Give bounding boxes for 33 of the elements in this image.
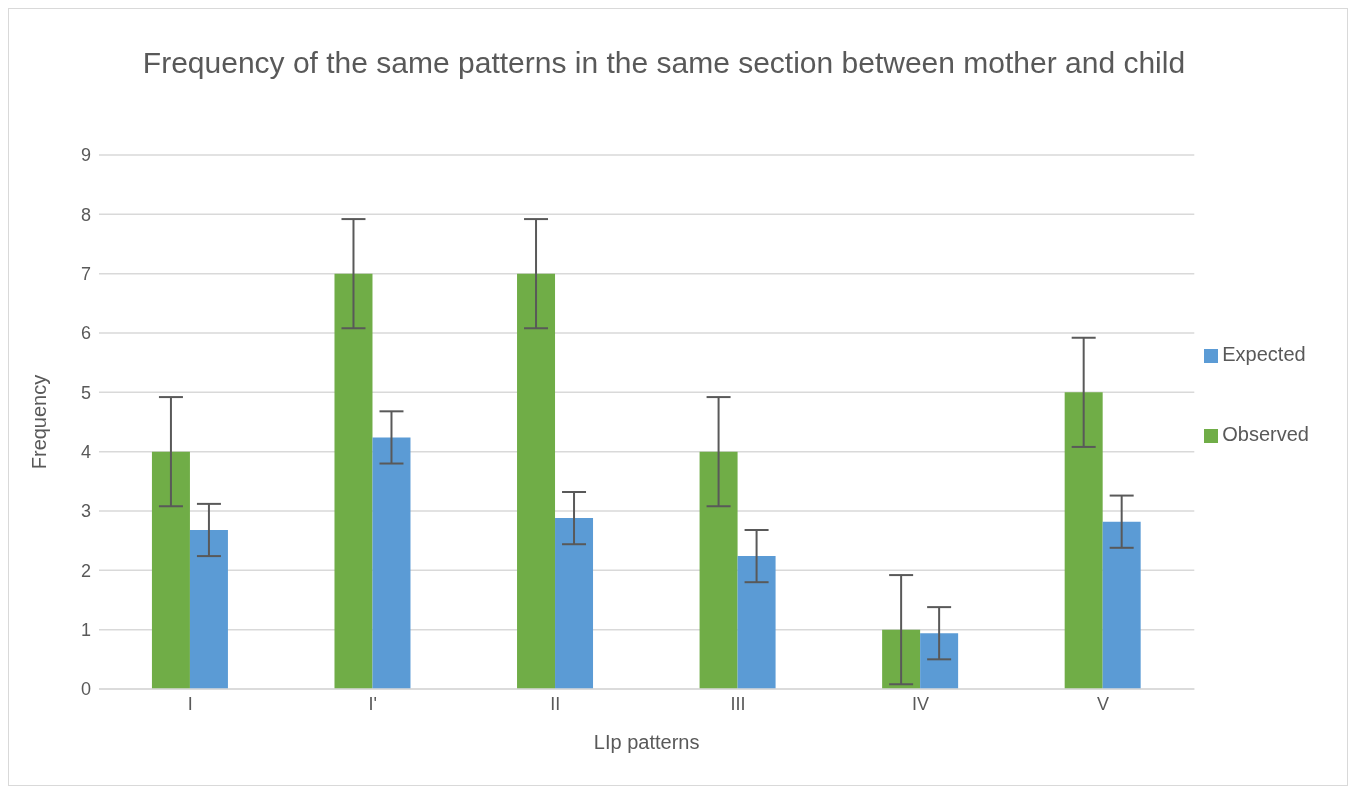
y-tick-label: 4 xyxy=(80,442,91,463)
chart-title: Frequency of the same patterns in the same section between mother and child xyxy=(141,45,1187,81)
bar xyxy=(151,451,190,689)
x-axis-title: LIp patterns xyxy=(593,731,700,753)
x-tick-label: I xyxy=(187,693,193,714)
x-tick-label: IV xyxy=(911,693,929,714)
y-tick-label: 1 xyxy=(80,620,91,641)
y-tick-label: 5 xyxy=(80,382,91,403)
bar xyxy=(334,273,373,689)
bar xyxy=(882,629,921,689)
legend-label: Observed xyxy=(1222,423,1309,445)
legend-label: Expected xyxy=(1222,343,1306,365)
y-tick-label: 8 xyxy=(80,204,91,225)
bar xyxy=(920,633,959,689)
x-tick-label: II xyxy=(550,693,561,714)
bar xyxy=(699,451,738,689)
x-tick-label: I' xyxy=(368,693,378,714)
y-tick-label: 9 xyxy=(80,145,91,166)
bar xyxy=(555,518,594,689)
x-tick-label: III xyxy=(730,693,746,714)
y-tick-label: 0 xyxy=(80,679,91,700)
y-tick-label: 2 xyxy=(80,560,91,581)
y-tick-label: 3 xyxy=(80,501,91,522)
bar xyxy=(1064,392,1103,689)
bar xyxy=(1102,521,1141,689)
bar xyxy=(517,273,556,689)
y-tick-label: 6 xyxy=(80,323,91,344)
bar xyxy=(737,556,776,689)
x-tick-label: V xyxy=(1097,693,1110,714)
y-tick-label: 7 xyxy=(80,264,91,285)
bar xyxy=(372,437,411,689)
bar xyxy=(189,529,228,689)
y-axis-title: Frequency xyxy=(28,374,51,470)
